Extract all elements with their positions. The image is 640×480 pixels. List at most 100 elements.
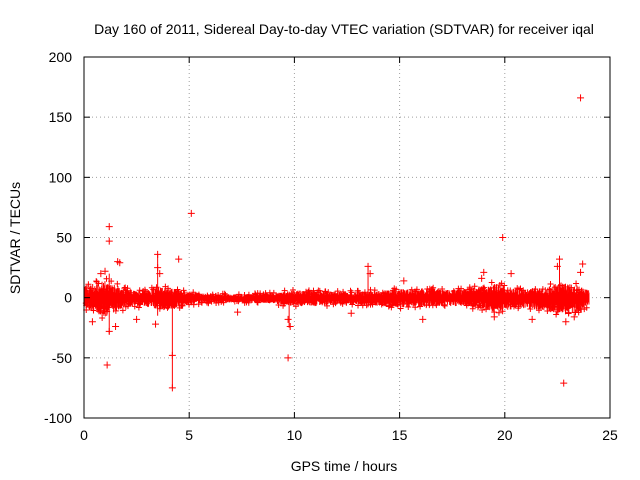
band-point — [389, 300, 396, 307]
band-point — [218, 298, 225, 305]
band-point — [320, 291, 327, 298]
band-point — [328, 292, 335, 299]
axis-tick-labels: 0 5 10 15 20 25 -100 -50 0 50 100 150 200 — [44, 49, 618, 443]
band-point — [114, 280, 121, 287]
band-point — [415, 296, 422, 303]
band-point — [153, 284, 160, 291]
y-axis-label: SDTVAR / TECUs — [7, 182, 23, 294]
band-point — [131, 303, 138, 310]
outlier-point — [112, 323, 120, 331]
outlier-point — [168, 351, 176, 359]
data-points — [82, 94, 590, 392]
band-point — [439, 285, 446, 292]
band-point — [178, 301, 185, 308]
band-point — [86, 303, 93, 310]
band-point — [430, 298, 437, 305]
x-tick-label: 20 — [497, 427, 513, 443]
band-point — [413, 286, 420, 293]
band-point — [551, 297, 558, 304]
band-point — [471, 283, 478, 290]
band-point — [488, 279, 495, 286]
band-point — [178, 302, 185, 309]
band-point — [568, 292, 575, 299]
band-point — [361, 299, 368, 306]
band-point — [205, 294, 212, 301]
outlier-point — [152, 320, 160, 328]
band-point — [136, 300, 143, 307]
band-point — [381, 295, 388, 302]
x-tick-label: 5 — [185, 427, 193, 443]
band-point — [386, 302, 393, 309]
band-point — [546, 286, 553, 293]
band-point — [531, 290, 538, 297]
band-point — [507, 301, 514, 308]
band-point — [581, 295, 588, 302]
band-point — [340, 288, 347, 295]
band-point — [576, 302, 583, 309]
band-point — [182, 297, 189, 304]
band-point — [450, 288, 457, 295]
band-point — [375, 298, 382, 305]
band-point — [535, 291, 542, 298]
band-point — [122, 294, 129, 301]
band-point — [396, 290, 403, 297]
band-point — [479, 291, 486, 298]
band-point — [449, 298, 456, 305]
band-point — [298, 291, 305, 298]
band-point — [546, 300, 553, 307]
outlier-point — [478, 274, 486, 282]
band-point — [495, 289, 502, 296]
band-point — [565, 310, 572, 317]
band-point — [510, 291, 517, 298]
band-point — [502, 295, 509, 302]
outlier-point — [562, 318, 570, 326]
band-point — [88, 285, 95, 292]
outlier-point — [154, 250, 162, 258]
band-point — [336, 296, 343, 303]
outlier-point — [175, 255, 183, 263]
band-point — [349, 301, 356, 308]
band-point — [323, 295, 330, 302]
band-point — [550, 303, 557, 310]
band-point — [251, 290, 258, 297]
band-point — [433, 293, 440, 300]
axis-ticks — [83, 56, 611, 419]
band-point — [140, 288, 147, 295]
outlier-point — [105, 327, 113, 335]
band-point — [552, 306, 559, 313]
band-point — [103, 296, 110, 303]
x-tick-label: 10 — [287, 427, 303, 443]
band-point — [90, 307, 97, 314]
band-point — [418, 291, 425, 298]
band-point — [222, 295, 229, 302]
band-point — [136, 287, 143, 294]
band-point — [495, 309, 502, 316]
band-point — [175, 293, 182, 300]
band-point — [233, 297, 240, 304]
outlier-point — [286, 323, 294, 331]
band-point — [292, 303, 299, 310]
outlier-point — [528, 315, 536, 323]
band-point — [385, 303, 392, 310]
band-point — [180, 287, 187, 294]
band-point — [499, 300, 506, 307]
outlier-point — [480, 268, 488, 276]
band-point — [275, 301, 282, 308]
band-point — [83, 284, 90, 291]
band-point — [125, 300, 132, 307]
band-point — [98, 303, 105, 310]
outlier-point — [556, 255, 564, 263]
outlier-point — [553, 262, 561, 270]
outlier-point — [284, 354, 292, 362]
band-point — [285, 297, 292, 304]
band-point — [181, 295, 188, 302]
band-point — [368, 298, 375, 305]
band-point — [272, 292, 279, 299]
outlier-point — [560, 379, 568, 387]
outlier-point — [364, 262, 372, 270]
band-point — [577, 289, 584, 296]
band-point — [299, 297, 306, 304]
band-point — [116, 288, 123, 295]
